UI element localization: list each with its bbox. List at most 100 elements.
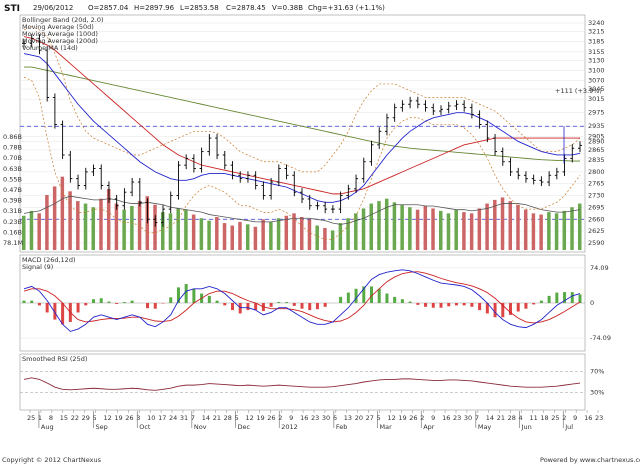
x-day-label: 29 (82, 414, 90, 422)
x-day-label: 19 (114, 414, 122, 422)
x-day-label: 9 (573, 414, 577, 422)
macd-histogram-bar (130, 300, 134, 303)
macd-label: MACD (26d,12d) (22, 256, 75, 264)
price-tick-label: 3155 (588, 48, 605, 56)
volume-bar (184, 209, 188, 250)
macd-histogram-bar (315, 303, 319, 310)
price-tick-label: 2625 (588, 227, 605, 235)
price-tick-label: 2730 (588, 192, 605, 200)
volume-bar (415, 209, 420, 250)
x-day-label: 3 (136, 414, 140, 422)
volume-bar (168, 213, 173, 250)
macd-histogram-bar (493, 303, 497, 318)
price-tick-label: 2590 (588, 239, 605, 247)
x-day-label: 1 (38, 414, 42, 422)
macd-histogram-bar (215, 300, 219, 303)
macd-histogram-bar (454, 303, 458, 306)
volume-bar (500, 197, 505, 250)
macd-histogram-bar (246, 303, 250, 311)
volume-bar (114, 203, 119, 250)
volume-bar (76, 201, 80, 250)
volume-bar (493, 199, 497, 250)
macd-histogram-bar (30, 300, 34, 303)
macd-histogram-bar (84, 303, 88, 306)
volume-bar (323, 228, 327, 250)
x-day-label: 9 (431, 414, 435, 422)
macd-histogram-bar (485, 303, 489, 314)
price-tick-label: 3130 (588, 56, 605, 64)
signal-label: Signal (9) (22, 263, 53, 271)
x-day-label: 9 (289, 414, 293, 422)
macd-histogram-bar (501, 303, 505, 318)
macd-histogram-bar (22, 300, 26, 303)
volume-bar (384, 198, 389, 250)
x-day-label: 4 (519, 414, 523, 422)
volume-bar (245, 224, 250, 250)
volume-bar (578, 203, 582, 250)
legend-ma100: Moving Average (100d) (22, 30, 98, 38)
axis-labels: 3240321531853155313031003070304530152975… (3, 19, 611, 431)
volume-bar (60, 176, 65, 250)
rsi-tick-label: 30% (590, 388, 604, 396)
x-day-label: 14 (202, 414, 210, 422)
macd-histogram-bar (516, 303, 520, 312)
macd-histogram-bar (570, 292, 574, 303)
x-month-label: Dec (238, 423, 251, 431)
volume-bar (261, 219, 265, 250)
x-month-label: Apr (423, 423, 435, 431)
legend-ma50: Moving Average (50d) (22, 23, 94, 31)
x-day-label: 30 (464, 414, 472, 422)
x-day-label: 30 (322, 414, 330, 422)
x-day-label: 24 (169, 414, 177, 422)
x-day-label: 12 (245, 414, 253, 422)
macd-histogram-bar (354, 288, 358, 303)
rsi-label: Smoothed RSI (25d) (22, 355, 87, 363)
macd-histogram-bar (524, 303, 528, 309)
macd-histogram-bar (400, 299, 404, 303)
macd-histogram-bar (285, 302, 289, 303)
macd-histogram-bar (254, 303, 258, 311)
x-day-label: 25 (551, 414, 559, 422)
volume-bar (99, 198, 103, 250)
ma200-line (24, 66, 580, 162)
x-day-label: 12 (387, 414, 395, 422)
x-day-label: 12 (103, 414, 111, 422)
macd-histogram-bar (539, 300, 543, 303)
volume-bar (292, 213, 296, 250)
volume-bar (207, 220, 211, 250)
volume-tick-label: 0.23B (3, 218, 22, 226)
x-day-label: 14 (486, 414, 494, 422)
macd-histogram-bar (122, 302, 126, 303)
price-tick-label: 2835 (588, 156, 605, 164)
signal-line (23, 271, 581, 324)
price-tick-label: 3215 (588, 28, 605, 36)
macd-histogram-bar (53, 303, 57, 320)
price-panel (19, 14, 586, 253)
x-month-label: 2012 (281, 423, 298, 431)
price-tick-label: 3240 (588, 19, 605, 27)
price-tick-label: 3015 (588, 95, 605, 103)
volume-bar (153, 204, 157, 250)
volume-tick-label: 0.31B (3, 207, 22, 215)
rsi-panel (19, 353, 586, 411)
macd-histogram-bar (547, 295, 551, 303)
footer-powered: Powered by www.chartnexus.com (540, 456, 640, 464)
macd-histogram-bar (192, 288, 196, 303)
volume-bar (269, 221, 273, 250)
x-day-label: 23 (453, 414, 461, 422)
x-day-label: 2 (562, 414, 566, 422)
x-day-label: 7 (475, 414, 479, 422)
bollinger-upper-line (23, 26, 581, 173)
macd-histogram-bar (447, 303, 451, 307)
volume-bar (477, 208, 482, 250)
volume-bar (222, 223, 227, 250)
volume-bar (176, 208, 180, 250)
x-day-label: 16 (584, 414, 592, 422)
x-day-label: 16 (300, 414, 308, 422)
volume-bar (562, 210, 567, 250)
x-day-label: 23 (311, 414, 319, 422)
footer-copyright: Copyright © 2012 ChartNexus (2, 456, 102, 464)
x-day-label: 26 (267, 414, 275, 422)
volume-bar (531, 213, 536, 250)
macd-histogram-bar (385, 293, 389, 303)
